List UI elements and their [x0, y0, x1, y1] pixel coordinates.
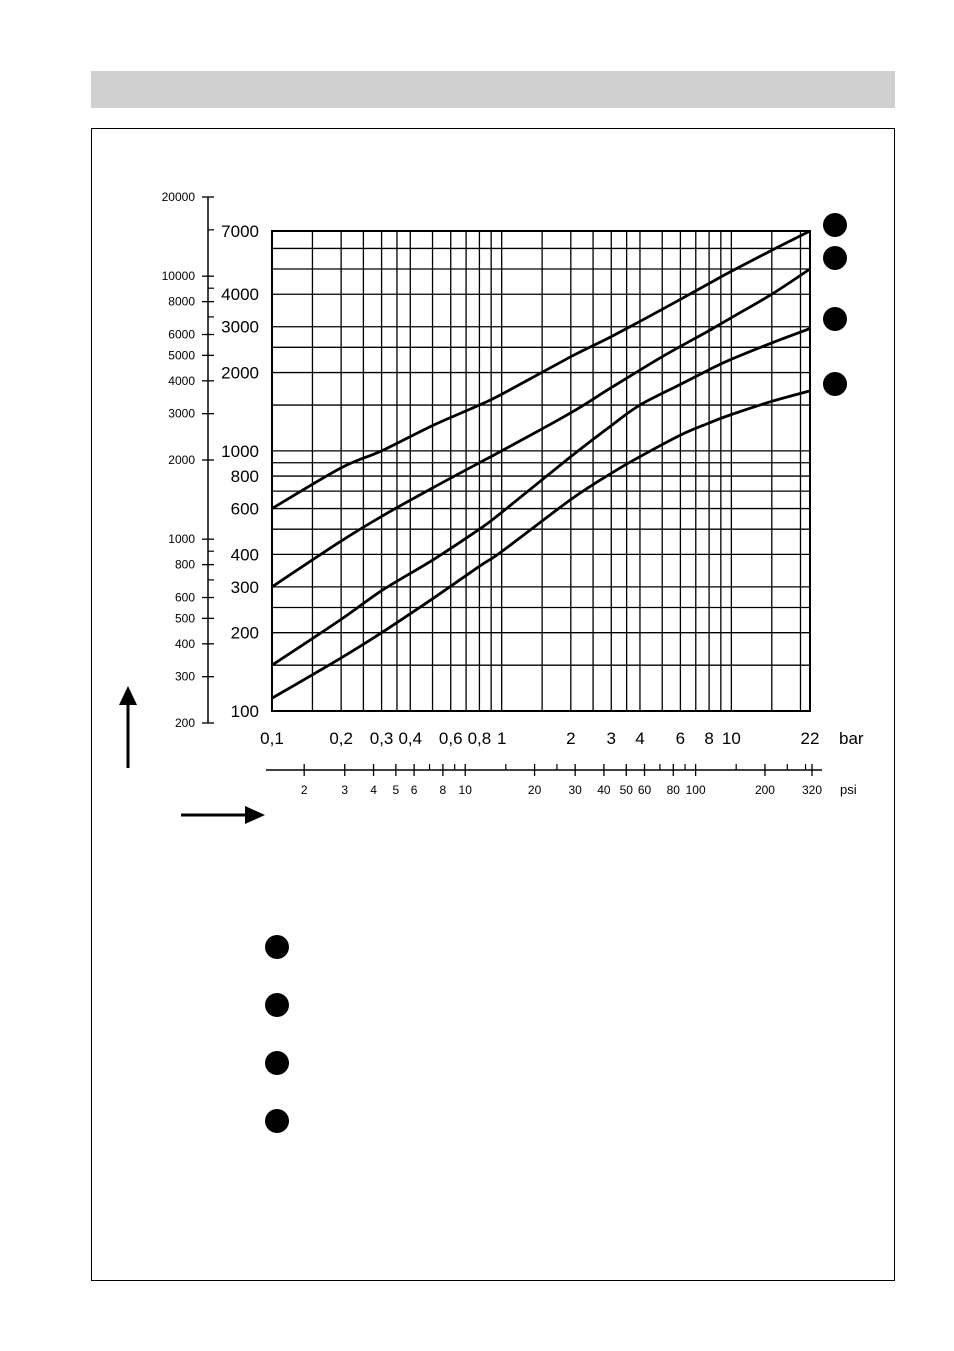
- psi-tick-label: 40: [597, 783, 611, 797]
- psi-tick-label: 4: [370, 783, 377, 797]
- series-line-1: [271, 229, 811, 510]
- y-tick-label: 400: [231, 545, 259, 564]
- legend-marker-2: [265, 993, 289, 1017]
- x-bar-tick-label: 2: [566, 729, 575, 748]
- x-bar-tick-label: 0,2: [329, 729, 353, 748]
- curve-marker-4: [823, 372, 847, 396]
- x-bar-tick-label: 0,4: [398, 729, 422, 748]
- psi-unit-label: psi: [840, 782, 857, 797]
- y-tick-label: 4000: [221, 285, 259, 304]
- x-bar-tick-label: 0,6: [439, 729, 463, 748]
- x-bar-tick-label: 6: [676, 729, 685, 748]
- vertical-gridlines: [271, 231, 811, 711]
- series-line-3: [271, 327, 811, 667]
- y-secondary-tick-label: 2000: [168, 453, 195, 467]
- x-bar-tick-label: 0,3: [370, 729, 394, 748]
- y-axis-main-labels: 100 200 300 400 600 800 1000 2000 3000 4000 7000: [221, 222, 259, 721]
- psi-tick-label: 8: [440, 783, 447, 797]
- psi-tick-label: 60: [638, 783, 652, 797]
- legend-marker-1: [265, 935, 289, 959]
- x-bar-tick-label: 0,8: [468, 729, 492, 748]
- psi-tick-label: 200: [755, 783, 775, 797]
- psi-tick-label: 3: [341, 783, 348, 797]
- y-secondary-tick-label: 6000: [168, 328, 195, 342]
- y-secondary-tick-label: 3000: [168, 407, 195, 421]
- curve-marker-2: [823, 246, 847, 270]
- y-tick-label: 200: [231, 624, 259, 643]
- header-bar: [91, 71, 895, 108]
- y-secondary-tick-label: 1000: [168, 532, 195, 546]
- series-line-4: [271, 389, 811, 700]
- y-secondary-tick-label: 300: [175, 670, 195, 684]
- curve-marker-3: [823, 307, 847, 331]
- y-arrow-icon: [119, 686, 137, 768]
- y-tick-label: 2000: [221, 364, 259, 383]
- psi-tick-label: 320: [802, 783, 822, 797]
- x-bar-tick-label: 1: [497, 729, 506, 748]
- legend-marker-3: [265, 1051, 289, 1075]
- curve-marker-1: [823, 213, 847, 237]
- psi-tick-label: 10: [459, 783, 473, 797]
- psi-tick-label: 5: [393, 783, 400, 797]
- y-secondary-tick-label: 5000: [168, 348, 195, 362]
- y-secondary-tick-label: 10000: [162, 269, 196, 283]
- y-tick-label: 7000: [221, 222, 259, 241]
- y-axis-secondary: 200 300 400 500 600 800 1000 2000 3000 4000 5000 60…: [162, 190, 214, 730]
- psi-tick-label: 6: [411, 783, 418, 797]
- psi-tick-label: 100: [686, 783, 706, 797]
- x-bar-tick-label: 22: [801, 729, 820, 748]
- legend-marker-4: [265, 1109, 289, 1133]
- psi-tick-label: 80: [667, 783, 681, 797]
- y-secondary-tick-label: 20000: [162, 190, 196, 204]
- bar-unit-label: bar: [839, 729, 864, 748]
- psi-tick-label: 20: [528, 783, 542, 797]
- x-bar-tick-label: 8: [704, 729, 713, 748]
- x-arrow-icon: [181, 806, 265, 824]
- y-secondary-tick-label: 600: [175, 591, 195, 605]
- series-line-2: [271, 267, 811, 589]
- y-tick-label: 3000: [221, 318, 259, 337]
- x-axis-bar-labels: 0,1 0,2 0,3 0,4 0,6 0,8 1 2 3 4 6 8 10 22: [260, 729, 819, 748]
- y-secondary-tick-label: 200: [175, 716, 195, 730]
- y-secondary-tick-label: 800: [175, 558, 195, 572]
- y-secondary-tick-label: 400: [175, 637, 195, 651]
- x-axis-psi: 2 3 4 5 6 8 10 20 30 40 50 60 80 100 200 320: [266, 764, 822, 797]
- x-bar-tick-label: 10: [722, 729, 741, 748]
- y-secondary-tick-label: 8000: [168, 295, 195, 309]
- x-bar-tick-label: 3: [607, 729, 616, 748]
- y-secondary-tick-label: 4000: [168, 374, 195, 388]
- y-tick-label: 800: [231, 467, 259, 486]
- psi-tick-label: 30: [568, 783, 582, 797]
- x-bar-tick-label: 4: [635, 729, 644, 748]
- plot-area-border: [271, 230, 811, 712]
- psi-tick-label: 2: [301, 783, 308, 797]
- y-tick-label: 100: [231, 702, 259, 721]
- y-tick-label: 600: [231, 500, 259, 519]
- psi-tick-label: 50: [620, 783, 634, 797]
- figure-frame: [91, 128, 895, 1281]
- y-tick-label: 300: [231, 578, 259, 597]
- y-tick-label: 1000: [221, 442, 259, 461]
- plot-border: [271, 230, 811, 712]
- horizontal-gridlines: [272, 230, 810, 712]
- x-bar-tick-label: 0,1: [260, 729, 284, 748]
- series-curves: [271, 229, 811, 700]
- y-secondary-tick-label: 500: [175, 611, 195, 625]
